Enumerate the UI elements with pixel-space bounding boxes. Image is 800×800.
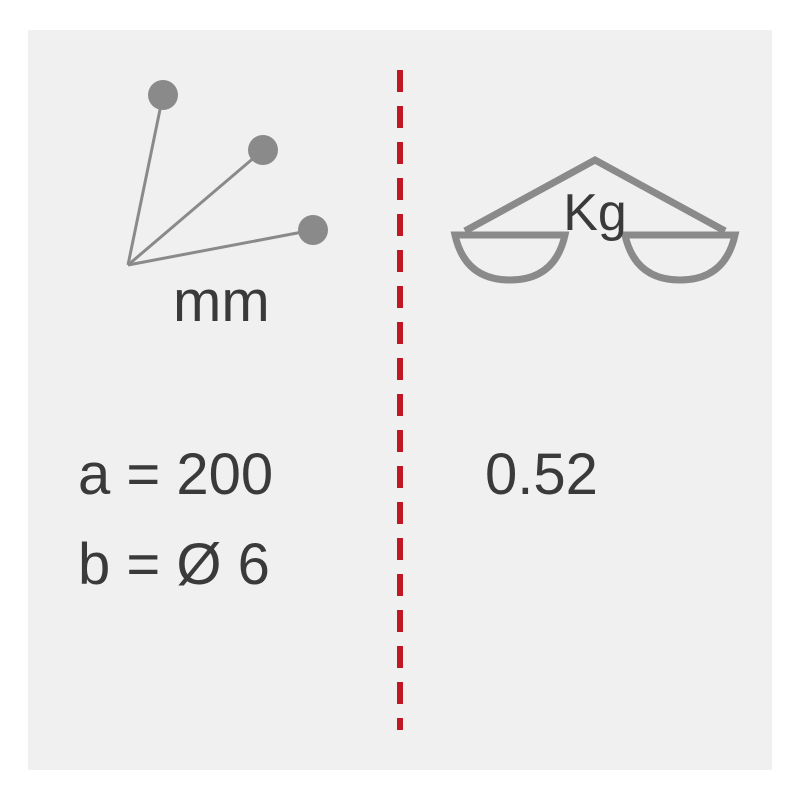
spec-panel: mm a = 200 b = Ø 6 — [28, 30, 772, 770]
scale-pan-right — [625, 235, 735, 280]
dimensions-values: a = 200 b = Ø 6 — [78, 430, 380, 610]
balance-scale-icon: Kg — [445, 145, 745, 315]
ray-line — [128, 230, 313, 265]
weight-value: 0.52 — [485, 430, 732, 520]
weight-values: 0.52 — [430, 430, 732, 520]
vertical-divider — [397, 70, 403, 730]
weight-column: Kg 0.52 — [400, 30, 772, 770]
dimension-rays-icon — [78, 70, 338, 300]
weight-icon-holder: Kg — [430, 70, 732, 340]
dimension-line-a: a = 200 — [78, 430, 380, 520]
ray-dot — [248, 135, 278, 165]
dimensions-icon-holder: mm — [78, 70, 380, 340]
canvas: mm a = 200 b = Ø 6 — [0, 0, 800, 800]
scale-pan-left — [455, 235, 565, 280]
dimensions-column: mm a = 200 b = Ø 6 — [28, 30, 400, 770]
dimension-line-b: b = Ø 6 — [78, 520, 380, 610]
scale-center-label: Kg — [563, 184, 627, 242]
ray-dot — [148, 80, 178, 110]
ray-dot — [298, 215, 328, 245]
dimensions-unit-label: mm — [173, 268, 270, 335]
